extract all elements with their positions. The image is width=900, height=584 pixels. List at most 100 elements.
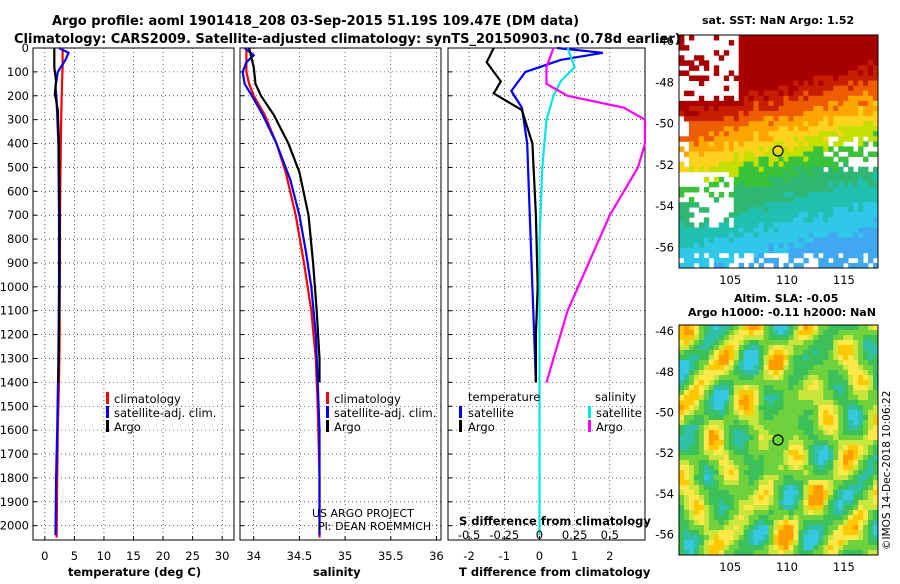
heatmap-cell [763,126,769,132]
heatmap-cell [833,65,839,71]
heatmap-cell [848,95,854,102]
heatmap-cell [863,510,869,516]
heatmap-cell [838,545,844,551]
heatmap-cell [718,126,725,132]
heatmap-cell [753,50,760,56]
heatmap-cell [748,390,755,396]
heatmap-cell [853,425,859,431]
heatmap-cell [793,550,799,556]
heatmap-cell [738,530,745,536]
heatmap-cell [798,465,804,471]
heatmap-cell [703,126,710,132]
heatmap-cell [843,85,849,92]
heatmap-cell [838,222,844,228]
heatmap-cell [733,242,740,249]
heatmap-cell [803,50,809,56]
heatmap-cell [838,242,844,249]
temperature-panel: 0100200300400500600700800900100011001200… [0,41,235,579]
heatmap-cell [713,121,720,127]
heatmap-cell [808,490,814,496]
heatmap-cell [738,35,745,41]
heatmap-cell [728,70,735,76]
heatmap-cell [688,350,695,356]
heatmap-cell [858,35,864,41]
heatmap-cell [773,410,779,416]
heatmap-cell [828,365,834,371]
heatmap-cell [768,227,774,233]
heatmap-cell [748,460,755,466]
heatmap-cell [803,65,809,71]
heatmap-cell [768,116,774,122]
heatmap-cell [728,237,735,244]
heatmap-cell [798,395,804,401]
heatmap-cell [853,420,859,426]
heatmap-cell [873,415,879,421]
heatmap-cell [823,380,829,386]
heatmap-cell [693,156,700,163]
heatmap-cell [748,100,755,107]
heatmap-cell [803,490,809,496]
heatmap-cell [753,410,760,416]
heatmap-cell [683,136,690,142]
heatmap-cell [693,425,700,431]
heatmap-cell [693,121,700,127]
heatmap-cell [738,40,745,46]
heatmap-cell [813,540,819,546]
heatmap-cell [823,227,829,233]
heatmap-cell [688,470,695,476]
heatmap-cell [728,212,735,218]
heatmap-cell [698,535,705,541]
heatmap-cell [688,545,695,551]
heatmap-cell [843,530,849,536]
heatmap-cell [768,100,774,107]
heatmap-cell [743,530,750,536]
heatmap-cell [843,100,849,107]
heatmap-cell [758,410,764,416]
legend-head-temperature: temperature [468,390,540,404]
heatmap-cell [858,495,864,501]
heatmap-cell [758,485,764,491]
heatmap-cell [738,141,745,147]
heatmap-cell [743,141,750,147]
heatmap-cell [728,146,735,152]
heatmap-cell [753,490,760,496]
heatmap-cell [803,95,809,102]
heatmap-cell [858,257,864,264]
heatmap-cell [733,505,740,511]
heatmap-cell [828,360,834,366]
heatmap-cell [738,171,745,178]
heatmap-cell [818,465,824,471]
heatmap-cell [818,156,824,163]
heatmap-cell [748,545,755,551]
heatmap-cell [798,181,804,188]
heatmap-cell [703,530,710,536]
heatmap-cell [723,535,730,541]
heatmap-cell [753,340,760,346]
heatmap-cell [733,325,740,331]
heatmap-cell [778,227,784,233]
heatmap-cell [843,475,849,481]
heatmap-cell [833,525,839,531]
heatmap-cell [688,420,695,426]
heatmap-cell [738,232,745,239]
heatmap-cell [773,465,779,471]
heatmap-cell [828,545,834,551]
heatmap-cell [693,186,700,193]
heatmap-cell [868,340,874,346]
heatmap-cell [783,237,789,244]
x2-tick-label: 0 [536,528,543,542]
heatmap-cell [823,176,829,183]
heatmap-cell [683,151,690,157]
heatmap-cell [823,186,829,193]
heatmap-cell [693,345,700,351]
heatmap-cell [783,95,789,102]
heatmap-cell [738,370,745,376]
heatmap-cell [748,505,755,511]
heatmap-cell [723,166,730,173]
heatmap-cell [858,90,864,97]
heatmap-cell [818,186,824,193]
heatmap-cell [708,385,715,391]
heatmap-cell [738,55,745,61]
heatmap-cell [873,121,879,127]
heatmap-cell [728,445,735,451]
